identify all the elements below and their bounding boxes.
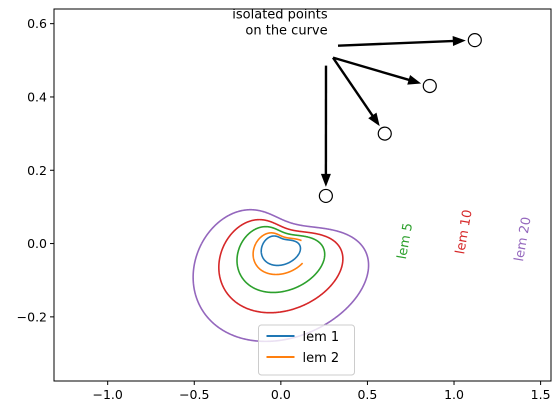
curve-lem5-segment-0 bbox=[236, 225, 326, 294]
isolated-points-group bbox=[318, 33, 482, 204]
y-tick-label-2: 0.2 bbox=[27, 163, 47, 178]
arrow-head-0 bbox=[320, 173, 331, 187]
curve-lem20-segment-0 bbox=[192, 208, 370, 343]
x-axis-ticks: −1.0 −0.5 0.0 0.5 1.0 1.5 bbox=[93, 381, 551, 402]
y-tick-label-4: 0.6 bbox=[27, 16, 47, 31]
arrow-shaft-1 bbox=[332, 56, 377, 121]
x-tick-label-3: 0.5 bbox=[357, 387, 377, 402]
legend-box bbox=[258, 324, 355, 376]
isolated-point-1 bbox=[377, 126, 392, 141]
arrow-shaft-3 bbox=[337, 39, 458, 47]
isolated-point-0 bbox=[318, 188, 333, 204]
curve-label-lem10: lem 10 bbox=[453, 209, 476, 256]
curve-label-lem5: lem 5 bbox=[395, 222, 416, 261]
annotation-line-2: on the curve bbox=[245, 23, 327, 38]
arrow-head-1 bbox=[368, 112, 380, 127]
curve-lem2-segment-0 bbox=[255, 232, 302, 244]
x-tick-label-4: 1.0 bbox=[444, 387, 464, 402]
x-tick-label-0: −1.0 bbox=[93, 387, 123, 402]
curve-label-lem20: lem 20 bbox=[512, 216, 535, 263]
y-tick-label-0: −0.2 bbox=[17, 309, 47, 324]
isolated-point-2 bbox=[422, 78, 437, 94]
y-axis-ticks: −0.2 0.0 0.2 0.4 0.6 bbox=[17, 16, 54, 324]
x-tick-label-2: 0.0 bbox=[271, 387, 291, 402]
curve-label-group: lem 5 lem 10 lem 20 bbox=[395, 209, 535, 263]
curve-lem10-segment-0 bbox=[218, 218, 344, 314]
curve-lem2-segment-1 bbox=[252, 243, 304, 276]
isolated-point-3 bbox=[467, 33, 482, 48]
arrow-group bbox=[320, 36, 466, 187]
curve-lem1-segment-0 bbox=[260, 235, 302, 267]
x-tick-label-1: −0.5 bbox=[179, 387, 209, 402]
arrow-head-2 bbox=[407, 74, 422, 85]
y-tick-label-3: 0.4 bbox=[27, 89, 47, 104]
legend: lem 1 lem 2 bbox=[258, 324, 355, 376]
arrow-head-3 bbox=[452, 36, 466, 47]
curve-group bbox=[192, 208, 370, 343]
plot-frame bbox=[53, 8, 552, 382]
annotation-line-1: isolated points bbox=[232, 7, 328, 22]
legend-label-lem-1: lem 1 bbox=[303, 330, 340, 345]
legend-label-lem-2: lem 2 bbox=[303, 351, 340, 366]
arrow-shaft-2 bbox=[332, 56, 414, 83]
y-tick-label-1: 0.0 bbox=[27, 236, 47, 251]
x-tick-label-5: 1.5 bbox=[531, 387, 551, 402]
